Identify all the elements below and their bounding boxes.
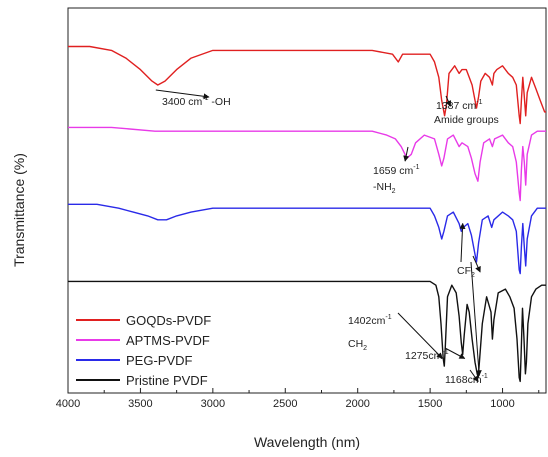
annotation-arrow bbox=[155, 89, 210, 100]
series-line-0 bbox=[68, 45, 546, 125]
axes: 4000 3500 3000 2500 2000 1500 1000 bbox=[56, 7, 547, 410]
annotation-oh: 3400 cm-1 -OH bbox=[162, 95, 231, 108]
annotation-arrow bbox=[472, 255, 481, 273]
annotation-nh2-line2: -NH2 bbox=[373, 181, 396, 195]
annotation-arrow bbox=[469, 369, 479, 383]
x-tick-label: 3500 bbox=[128, 398, 152, 410]
annotation-arrow bbox=[444, 347, 466, 359]
x-tick-label: 1500 bbox=[418, 398, 442, 410]
x-tick-label: 2500 bbox=[273, 398, 297, 410]
annotation-nh2: 1659 cm-1 bbox=[373, 164, 420, 177]
series-layer bbox=[68, 45, 546, 383]
x-tick-label: 4000 bbox=[56, 398, 80, 410]
x-tick-label: 1000 bbox=[490, 398, 514, 410]
annotation-p1168: 1168cm-1 bbox=[445, 373, 488, 386]
annotation-arrow bbox=[470, 261, 482, 377]
x-tick-label: 3000 bbox=[201, 398, 225, 410]
series-line-2 bbox=[68, 203, 546, 275]
y-axis-title: Transmittance (%) bbox=[11, 153, 27, 267]
annotation-cf2: CF2 bbox=[457, 265, 475, 279]
legend-label: PEG-PVDF bbox=[126, 353, 193, 368]
annotation-amide-line2: Amide groups bbox=[434, 114, 499, 126]
annotation-amide: 1387 cm-1 bbox=[436, 99, 483, 112]
annotation-arrow bbox=[397, 312, 443, 359]
annotation-p1402: 1402cm-1 bbox=[348, 314, 392, 327]
x-axis-title: Wavelength (nm) bbox=[254, 434, 360, 450]
annotation-arrow bbox=[445, 95, 452, 107]
annotation-arrow bbox=[459, 222, 466, 263]
x-tick-label: 2000 bbox=[345, 398, 369, 410]
plot-frame bbox=[67, 7, 547, 394]
annotation-p1275: 1275cm-1 bbox=[405, 349, 449, 362]
series-line-3 bbox=[68, 280, 546, 383]
series-line-1 bbox=[68, 126, 546, 202]
annotation-p1402-line2: CH2 bbox=[348, 338, 367, 352]
legend-label: Pristine PVDF bbox=[126, 373, 208, 388]
legend-label: APTMS-PVDF bbox=[126, 333, 210, 348]
annotation-layer: 3400 cm-1 -OH 1387 cm-1 Amide groups 1659 c… bbox=[155, 89, 499, 386]
legend: GOQDs-PVDF APTMS-PVDF PEG-PVDF Pristine PVD… bbox=[76, 313, 211, 388]
annotation-arrow bbox=[403, 146, 410, 162]
legend-label: GOQDs-PVDF bbox=[126, 313, 211, 328]
